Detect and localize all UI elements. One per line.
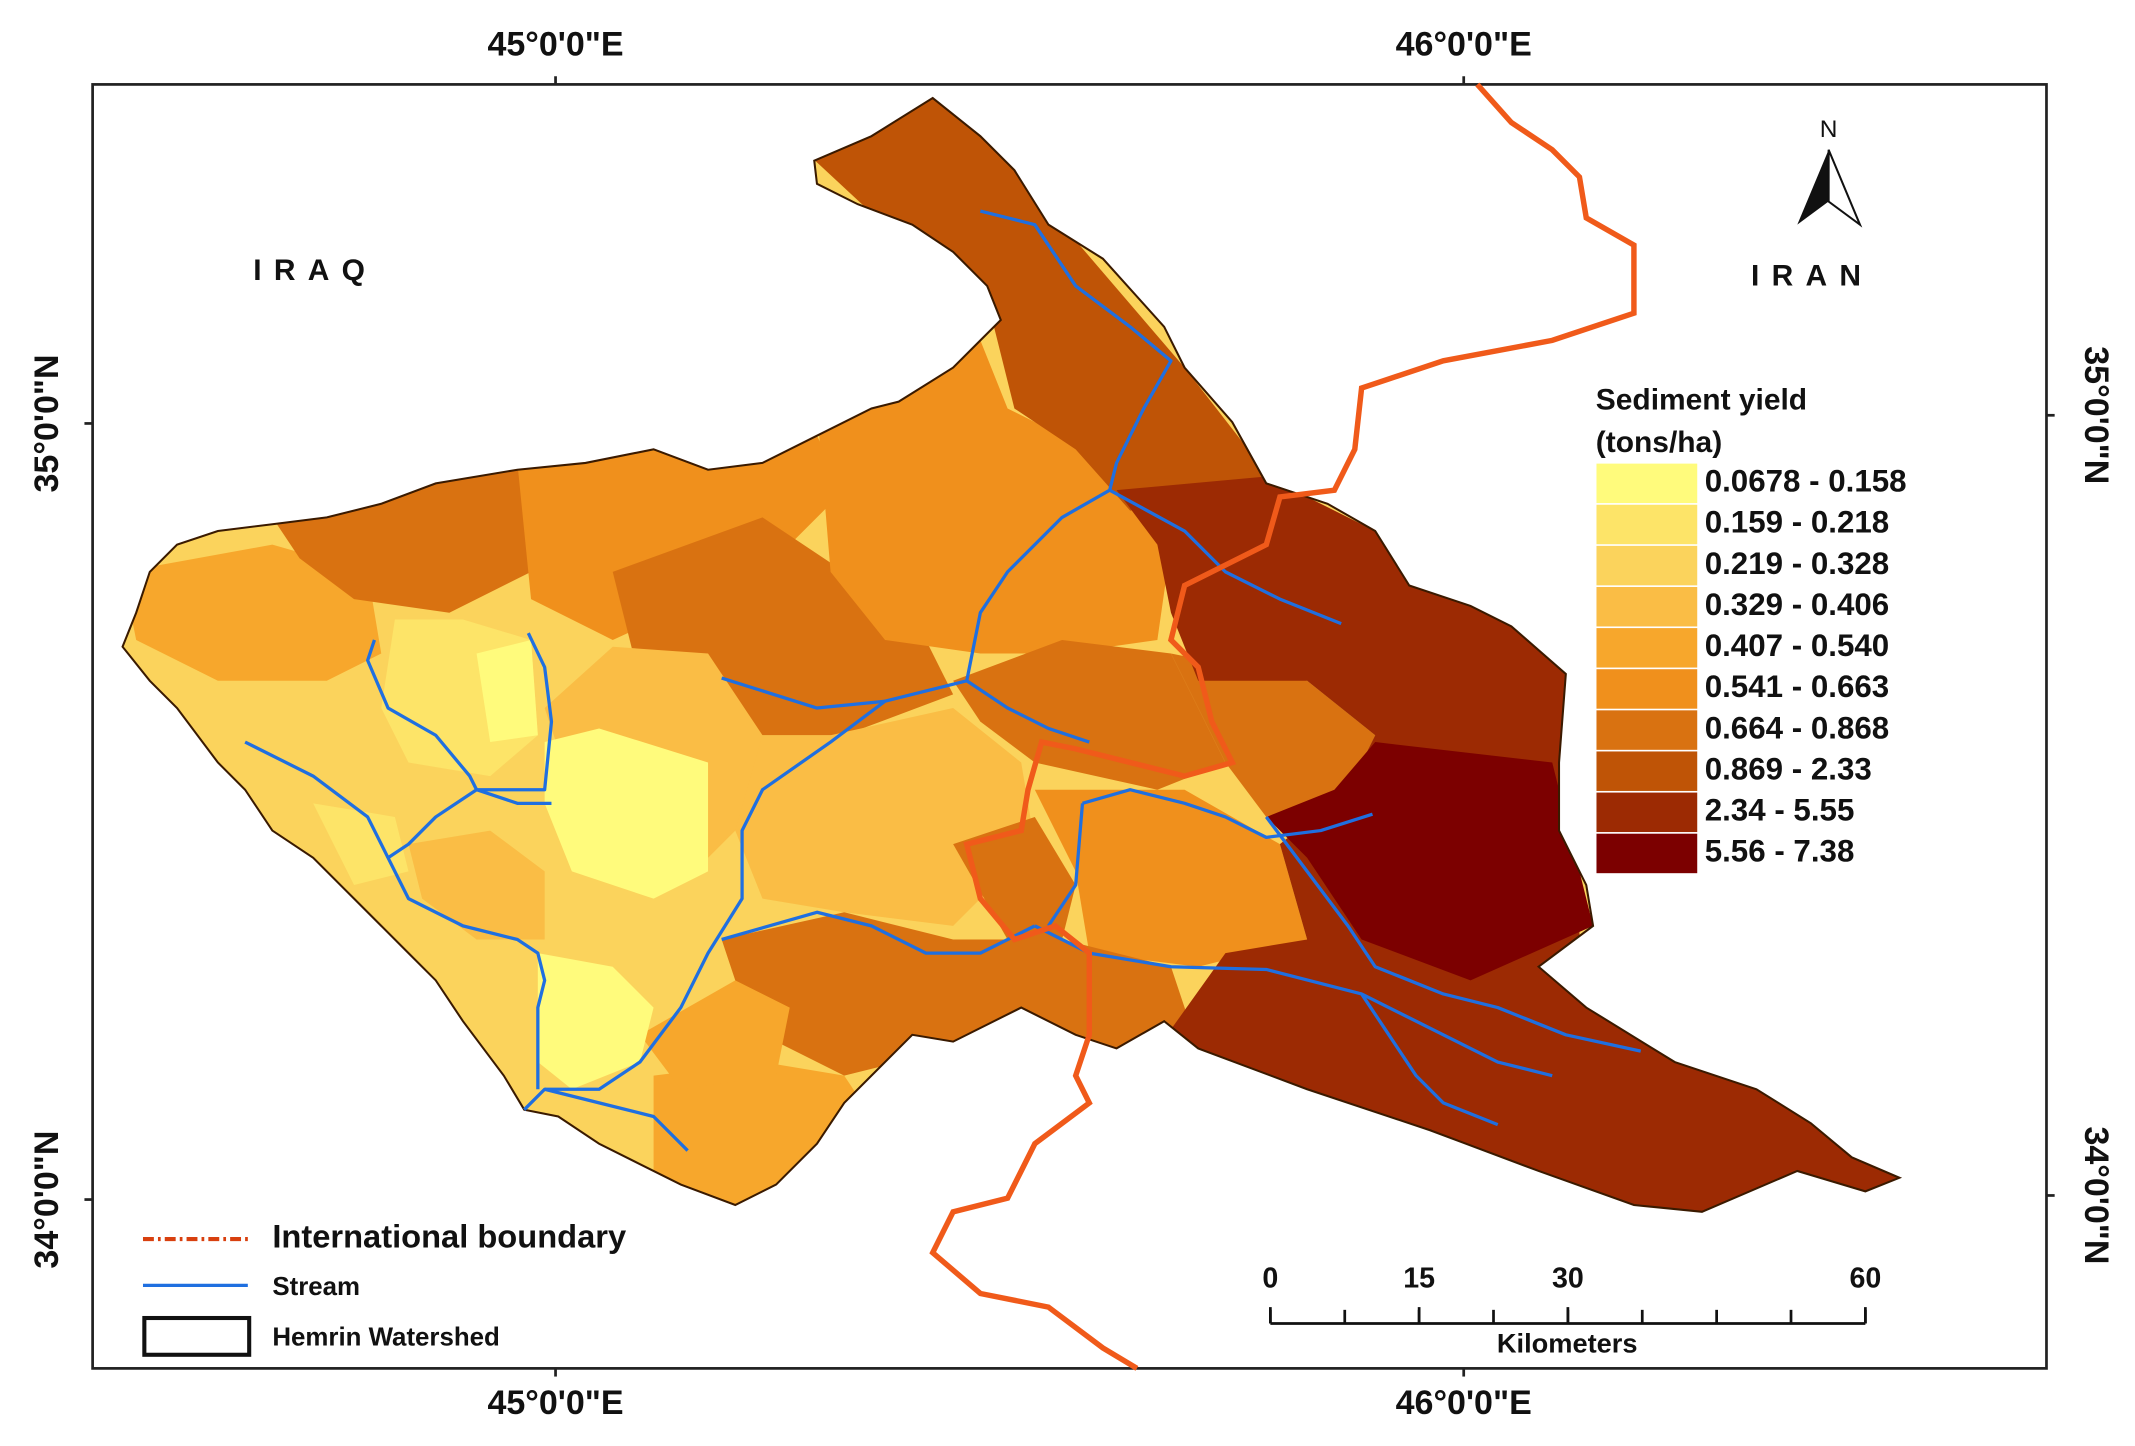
lat-label: 34°0'0"N: [28, 1131, 66, 1269]
subbasin: [272, 462, 532, 613]
scale-label: 60: [1849, 1262, 1881, 1294]
lat-label: 34°0'0"N: [2077, 1126, 2115, 1264]
stream: [1082, 788, 1373, 840]
subbasin: [735, 708, 1035, 926]
subbasin: [803, 98, 1280, 511]
legend-title: Sediment yield: [1596, 384, 1807, 417]
stream: [523, 209, 1173, 1111]
subbasin: [537, 953, 654, 1090]
key: International boundary Stream Hemrin Wat…: [142, 1218, 626, 1357]
subbasin: [653, 1062, 872, 1212]
international-boundary: [929, 82, 1637, 1371]
key-label: International boundary: [272, 1218, 626, 1255]
legend-classes: 0.0678 - 0.158 0.159 - 0.218 0.219 - 0.328…: [1595, 462, 1907, 875]
lon-label: 46°0'0"E: [1396, 25, 1532, 63]
legend-label: 0.159 - 0.218: [1705, 505, 1889, 540]
subbasin: [816, 340, 1171, 654]
stream: [1108, 488, 1342, 626]
legend-label: 0.0678 - 0.158: [1705, 464, 1907, 499]
subbasin: [313, 803, 409, 886]
stream: [366, 639, 479, 791]
lat-label: 35°0'0"N: [2077, 346, 2115, 484]
lat-label: 35°0'0"N: [28, 354, 66, 492]
legend-label: 2.34 - 5.55: [1705, 793, 1855, 828]
subbasin: [544, 728, 709, 899]
legend-unit: (tons/ha): [1596, 426, 1722, 459]
stream: [1360, 993, 1499, 1127]
country-label: IRAQ: [253, 254, 377, 287]
subbasin: [517, 435, 845, 640]
lon-label: 45°0'0"E: [487, 1384, 623, 1422]
subbasin: [953, 639, 1226, 790]
legend-label: 0.664 - 0.868: [1705, 710, 1889, 745]
scale-bar: Kilometers 0 15 30 60: [1262, 1262, 1881, 1358]
country-label: IRAN: [1751, 260, 1873, 293]
stream: [244, 740, 390, 859]
legend-swatch: [1595, 585, 1699, 628]
legend-swatch: [1595, 708, 1699, 752]
subbasin: [476, 639, 538, 743]
legend-label: 0.869 - 2.33: [1705, 751, 1872, 786]
legend-label: 0.219 - 0.328: [1705, 546, 1889, 581]
subbasin: [122, 544, 382, 681]
subbasin: [1266, 742, 1594, 981]
key-label: Stream: [272, 1273, 360, 1301]
legend-label: 0.541 - 0.663: [1705, 669, 1889, 704]
legend-swatch: [1595, 544, 1699, 587]
stream: [1034, 924, 1553, 1078]
legend-swatch: [1595, 750, 1699, 793]
stream: [544, 1087, 689, 1152]
scale-unit: Kilometers: [1497, 1327, 1638, 1358]
stream: [476, 788, 552, 805]
legend-label: 5.56 - 7.38: [1705, 834, 1855, 869]
subbasin: [721, 912, 1199, 1076]
scale-label: 30: [1552, 1262, 1584, 1294]
graticule-ticks: [84, 76, 2055, 1377]
legend-swatch: [1595, 791, 1699, 834]
subbasin: [408, 830, 545, 940]
legend-swatch: [1595, 667, 1699, 711]
north-label: N: [1820, 116, 1838, 143]
legend-label: 0.407 - 0.540: [1705, 628, 1889, 663]
lon-label: 45°0'0"E: [487, 25, 623, 63]
subbasin: [1034, 789, 1308, 967]
key-label: Hemrin Watershed: [272, 1323, 500, 1351]
legend-swatch: [1595, 626, 1699, 669]
legend-swatch: [1595, 462, 1699, 505]
scale-label: 15: [1403, 1262, 1435, 1294]
subbasin: [953, 816, 1076, 940]
legend-swatch: [1595, 832, 1699, 875]
subbasin: [639, 980, 790, 1090]
north-arrow: N: [1797, 116, 1863, 228]
scale-label: 0: [1262, 1262, 1278, 1294]
stream: [1047, 803, 1085, 927]
lon-label: 46°0'0"E: [1396, 1384, 1532, 1422]
stream: [965, 679, 1090, 744]
stream: [721, 910, 1036, 955]
stream: [1264, 815, 1642, 1053]
watershed-swatch: [142, 1315, 252, 1357]
legend-swatch: [1595, 503, 1699, 546]
legend-label: 0.329 - 0.406: [1705, 587, 1889, 622]
streams: [244, 209, 1642, 1152]
stream: [721, 676, 886, 710]
